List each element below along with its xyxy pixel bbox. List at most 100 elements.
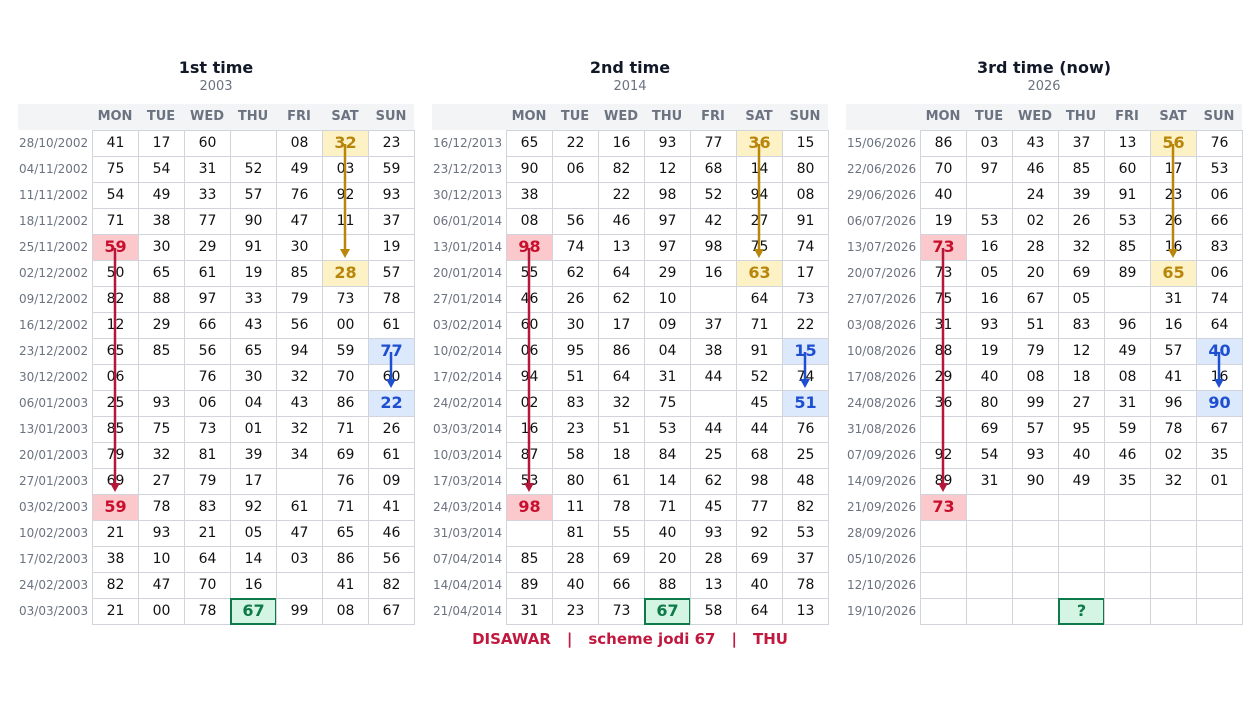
row-date: 10/02/2003 [19, 526, 89, 540]
panel-subtitle: 2003 [199, 79, 233, 94]
panel-title: 1st time [178, 58, 254, 77]
day-header: WED [189, 109, 224, 124]
row-date: 05/10/2026 [847, 552, 917, 566]
row-date: 31/08/2026 [847, 422, 917, 436]
row-date: 20/07/2026 [847, 266, 917, 280]
row-date: 10/02/2014 [433, 344, 503, 358]
row-date: 04/11/2002 [19, 162, 89, 176]
row-date: 28/09/2026 [847, 526, 917, 540]
day-header: FRI [701, 109, 725, 124]
row-date: 24/03/2014 [433, 500, 503, 514]
cell: 90 [1196, 390, 1243, 417]
footer-part: scheme jodi 67 [588, 630, 716, 648]
row-date: 14/04/2014 [433, 578, 503, 592]
arrow-head [938, 483, 948, 492]
cell: 40 [1196, 338, 1243, 365]
row-date: 27/07/2026 [847, 292, 917, 306]
row-date: 16/12/2002 [19, 318, 89, 332]
row-date: 20/01/2014 [433, 266, 503, 280]
row-date: 03/02/2003 [19, 500, 89, 514]
day-header: SUN [789, 109, 821, 124]
day-header: TUE [974, 109, 1004, 124]
row-date: 24/02/2003 [19, 578, 89, 592]
cell [1196, 598, 1243, 625]
row-date: 06/07/2026 [847, 214, 917, 228]
day-header: TUE [146, 109, 176, 124]
header-bg [846, 104, 1242, 130]
row-date: 03/02/2014 [433, 318, 503, 332]
row-date: 13/01/2014 [433, 240, 503, 254]
row-date: 28/10/2002 [19, 136, 89, 150]
arrow-head [524, 483, 534, 492]
row-date: 19/10/2026 [847, 604, 917, 618]
day-header: TUE [560, 109, 590, 124]
row-date: 12/10/2026 [847, 578, 917, 592]
panel-title: 2nd time [589, 58, 671, 77]
row-date: 25/11/2002 [19, 240, 89, 254]
cell: 67 [368, 598, 415, 625]
day-header: FRI [1115, 109, 1139, 124]
row-date: 18/11/2002 [19, 214, 89, 228]
row-date: 17/03/2014 [433, 474, 503, 488]
row-date: 15/06/2026 [847, 136, 917, 150]
panel-title: 3rd time (now) [976, 58, 1112, 77]
header-bg [432, 104, 828, 130]
row-date: 23/12/2002 [19, 344, 89, 358]
row-date: 22/06/2026 [847, 162, 917, 176]
day-header: SUN [1203, 109, 1235, 124]
row-date: 06/01/2003 [19, 396, 89, 410]
row-date: 13/07/2026 [847, 240, 917, 254]
row-date: 27/01/2014 [433, 292, 503, 306]
row-date: 09/12/2002 [19, 292, 89, 306]
row-date: 17/02/2014 [433, 370, 503, 384]
arrow-head [800, 379, 810, 388]
row-date: 23/12/2013 [433, 162, 503, 176]
row-date: 31/03/2014 [433, 526, 503, 540]
row-date: 07/09/2026 [847, 448, 917, 462]
panel-subtitle: 2014 [613, 79, 647, 94]
day-header: MON [511, 109, 547, 124]
row-date: 07/04/2014 [433, 552, 503, 566]
arrow-head [1214, 379, 1224, 388]
row-date: 02/12/2002 [19, 266, 89, 280]
day-header: THU [237, 109, 269, 124]
arrow-head [110, 483, 120, 492]
footer: DISAWAR | scheme jodi 67 | THU [0, 630, 1260, 648]
day-header: THU [651, 109, 683, 124]
day-header: SAT [745, 109, 773, 124]
day-header: SAT [1159, 109, 1187, 124]
row-date: 11/11/2002 [19, 188, 89, 202]
day-header: MON [97, 109, 133, 124]
day-header: THU [1065, 109, 1097, 124]
cell: 13 [782, 598, 829, 625]
row-date: 10/03/2014 [433, 448, 503, 462]
row-date: 03/03/2003 [19, 604, 89, 618]
footer-part: DISAWAR [472, 630, 551, 648]
row-date: 14/09/2026 [847, 474, 917, 488]
arrow-head [386, 379, 396, 388]
row-date: 30/12/2002 [19, 370, 89, 384]
panel-subtitle: 2026 [1027, 79, 1061, 94]
cell: ? [1058, 598, 1105, 625]
day-header: MON [925, 109, 961, 124]
header-bg [18, 104, 414, 130]
row-date: 13/01/2003 [19, 422, 89, 436]
row-date: 29/06/2026 [847, 188, 917, 202]
row-date: 24/08/2026 [847, 396, 917, 410]
row-date: 16/12/2013 [433, 136, 503, 150]
row-date: 10/08/2026 [847, 344, 917, 358]
row-date: 27/01/2003 [19, 474, 89, 488]
cell: 67 [230, 598, 277, 625]
cell: 59 [92, 494, 139, 521]
day-header: WED [1017, 109, 1052, 124]
cell: 98 [506, 234, 553, 261]
footer-part: | [731, 630, 737, 648]
arrow-head [754, 249, 764, 258]
row-date: 17/02/2003 [19, 552, 89, 566]
row-date: 06/01/2014 [433, 214, 503, 228]
cell: 65 [1150, 260, 1197, 287]
row-date: 03/08/2026 [847, 318, 917, 332]
day-header: WED [603, 109, 638, 124]
